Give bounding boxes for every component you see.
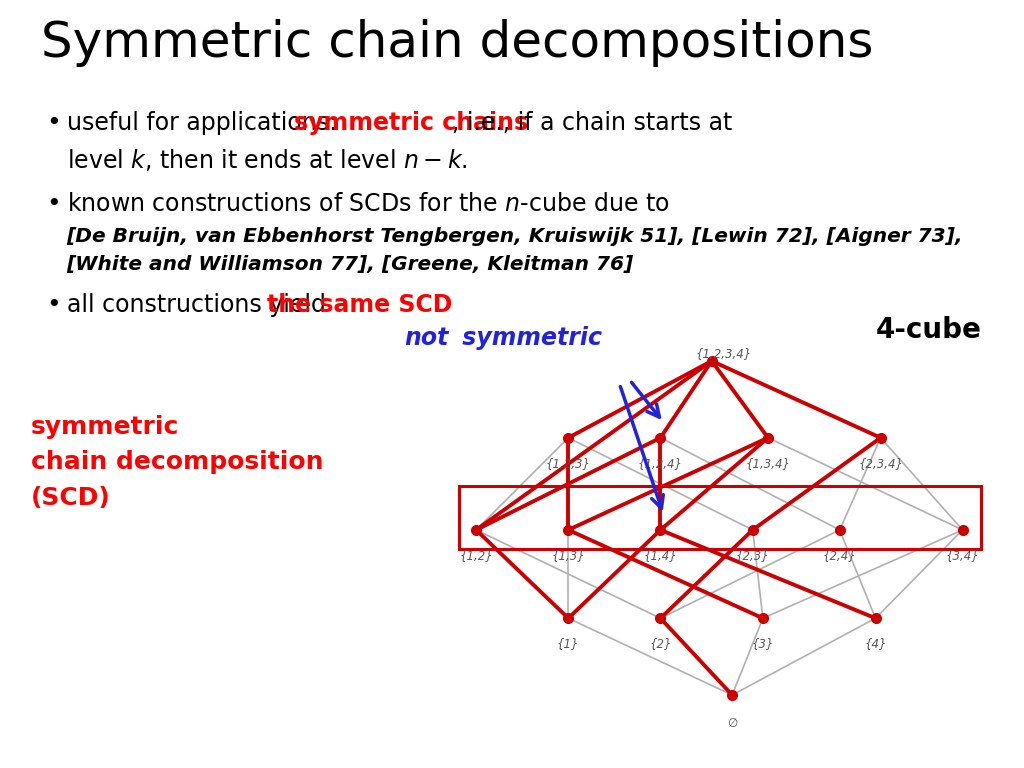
Text: Symmetric chain decompositions: Symmetric chain decompositions [41,19,873,68]
Text: symmetric chains: symmetric chains [294,111,528,135]
Text: level $k$, then it ends at level $n-k$.: level $k$, then it ends at level $n-k$. [67,147,467,174]
Text: ∅: ∅ [727,717,737,730]
Bar [459,486,981,549]
Text: {3}: {3} [752,637,774,650]
Text: •: • [46,293,60,317]
Text: {3,4}: {3,4} [946,549,979,562]
Text: 4-cube: 4-cube [876,316,981,344]
Text: all constructions yield: all constructions yield [67,293,333,317]
Text: {1,2,4}: {1,2,4} [638,457,683,470]
Text: symmetric
chain decomposition
(SCD): symmetric chain decomposition (SCD) [31,415,324,509]
Text: {1,2}: {1,2} [460,549,493,562]
Text: {2}: {2} [649,637,672,650]
Text: {1}: {1} [557,637,580,650]
Text: {1,3,4}: {1,3,4} [745,457,791,470]
Text: {2,3,4}: {2,3,4} [858,457,903,470]
Text: known constructions of SCDs for the $n$-cube due to: known constructions of SCDs for the $n$-… [67,192,669,216]
Text: the same SCD: the same SCD [267,293,453,317]
Text: [De Bruijn, van Ebbenhorst Tengbergen, Kruiswijk 51], [Lewin 72], [Aigner 73],: [De Bruijn, van Ebbenhorst Tengbergen, K… [67,227,963,246]
Text: , i.e., if a chain starts at: , i.e., if a chain starts at [452,111,732,135]
Text: [White and Williamson 77], [Greene, Kleitman 76]: [White and Williamson 77], [Greene, Klei… [67,255,634,274]
Text: {4}: {4} [864,637,887,650]
Text: symmetric: symmetric [454,326,602,350]
Text: {1,2,3,4}: {1,2,3,4} [696,347,752,360]
Text: {2,4}: {2,4} [823,549,856,562]
Text: {1,2,3}: {1,2,3} [546,457,591,470]
Text: useful for applications:: useful for applications: [67,111,344,135]
Text: not: not [404,326,449,350]
Text: {1,4}: {1,4} [644,549,677,562]
Text: •: • [46,192,60,216]
Text: •: • [46,111,60,135]
Text: {2,3}: {2,3} [736,549,769,562]
Text: {1,3}: {1,3} [552,549,585,562]
